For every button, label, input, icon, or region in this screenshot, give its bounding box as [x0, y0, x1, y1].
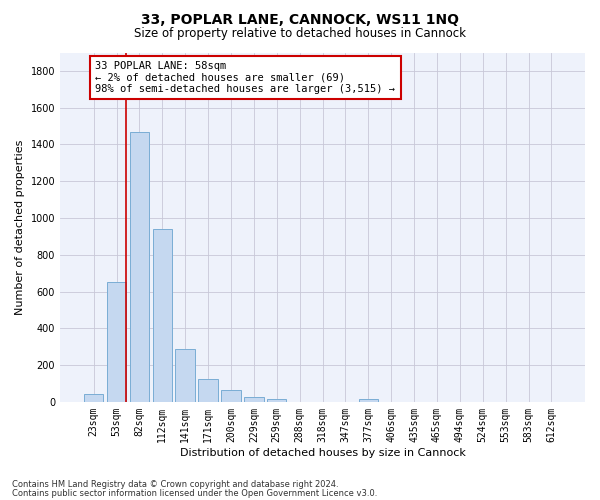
Bar: [221, 390, 241, 402]
Bar: [107, 282, 126, 402]
Bar: [175, 350, 195, 402]
Text: 33, POPLAR LANE, CANNOCK, WS11 1NQ: 33, POPLAR LANE, CANNOCK, WS11 1NQ: [141, 12, 459, 26]
Text: Contains public sector information licensed under the Open Government Licence v3: Contains public sector information licen…: [12, 488, 377, 498]
Bar: [199, 379, 218, 402]
Bar: [84, 394, 103, 402]
Bar: [152, 229, 172, 402]
Bar: [267, 398, 286, 402]
Text: Contains HM Land Registry data © Crown copyright and database right 2024.: Contains HM Land Registry data © Crown c…: [12, 480, 338, 489]
Text: Size of property relative to detached houses in Cannock: Size of property relative to detached ho…: [134, 28, 466, 40]
Text: 33 POPLAR LANE: 58sqm
← 2% of detached houses are smaller (69)
98% of semi-detac: 33 POPLAR LANE: 58sqm ← 2% of detached h…: [95, 61, 395, 94]
Bar: [359, 399, 378, 402]
X-axis label: Distribution of detached houses by size in Cannock: Distribution of detached houses by size …: [179, 448, 466, 458]
Bar: [130, 132, 149, 402]
Bar: [244, 397, 263, 402]
Y-axis label: Number of detached properties: Number of detached properties: [15, 140, 25, 315]
